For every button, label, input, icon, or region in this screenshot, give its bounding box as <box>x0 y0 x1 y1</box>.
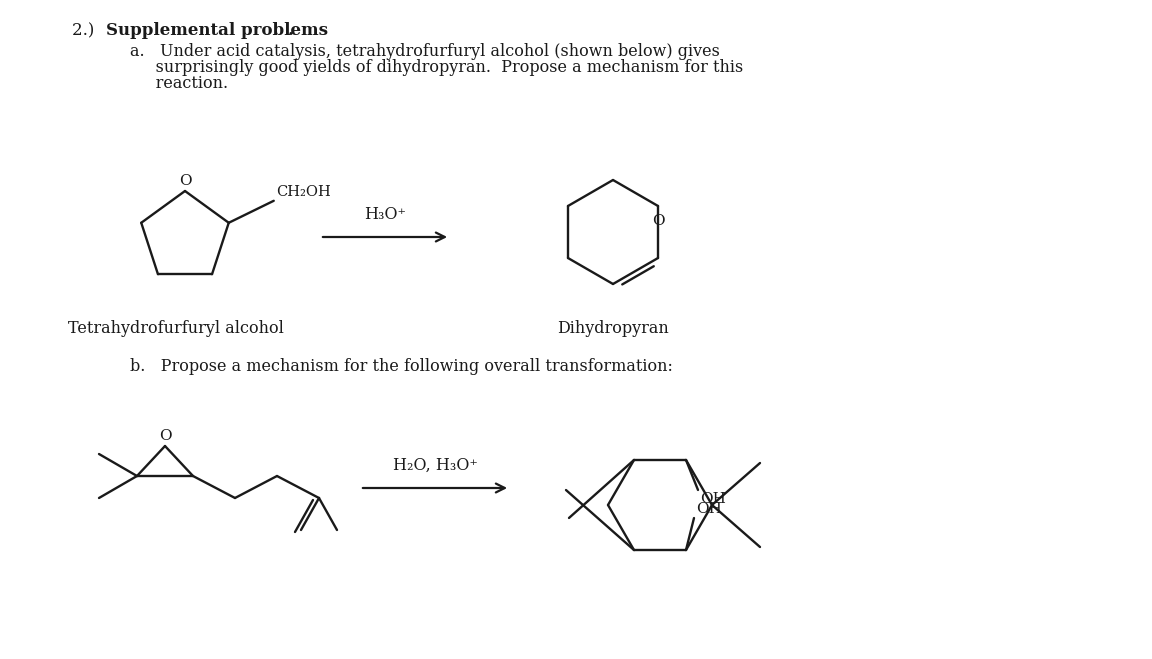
Text: O: O <box>652 214 665 228</box>
Text: H₂O, H₃O⁺: H₂O, H₃O⁺ <box>393 457 477 474</box>
Text: O: O <box>179 174 191 188</box>
Text: .: . <box>288 22 294 39</box>
Text: reaction.: reaction. <box>130 75 228 92</box>
Text: surprisingly good yields of dihydropyran.  Propose a mechanism for this: surprisingly good yields of dihydropyran… <box>130 59 743 76</box>
Text: CH₂OH: CH₂OH <box>275 185 331 199</box>
Text: OH: OH <box>700 492 726 506</box>
Text: b.   Propose a mechanism for the following overall transformation:: b. Propose a mechanism for the following… <box>130 358 673 375</box>
Text: Dihydropyran: Dihydropyran <box>558 320 669 337</box>
Text: O: O <box>159 429 172 443</box>
Text: OH: OH <box>696 502 722 516</box>
Text: 2.): 2.) <box>71 22 105 39</box>
Text: Tetrahydrofurfuryl alcohol: Tetrahydrofurfuryl alcohol <box>68 320 283 337</box>
Text: Supplemental problems: Supplemental problems <box>106 22 328 39</box>
Text: H₃O⁺: H₃O⁺ <box>364 206 406 223</box>
Text: a.   Under acid catalysis, tetrahydrofurfuryl alcohol (shown below) gives: a. Under acid catalysis, tetrahydrofurfu… <box>130 43 720 60</box>
